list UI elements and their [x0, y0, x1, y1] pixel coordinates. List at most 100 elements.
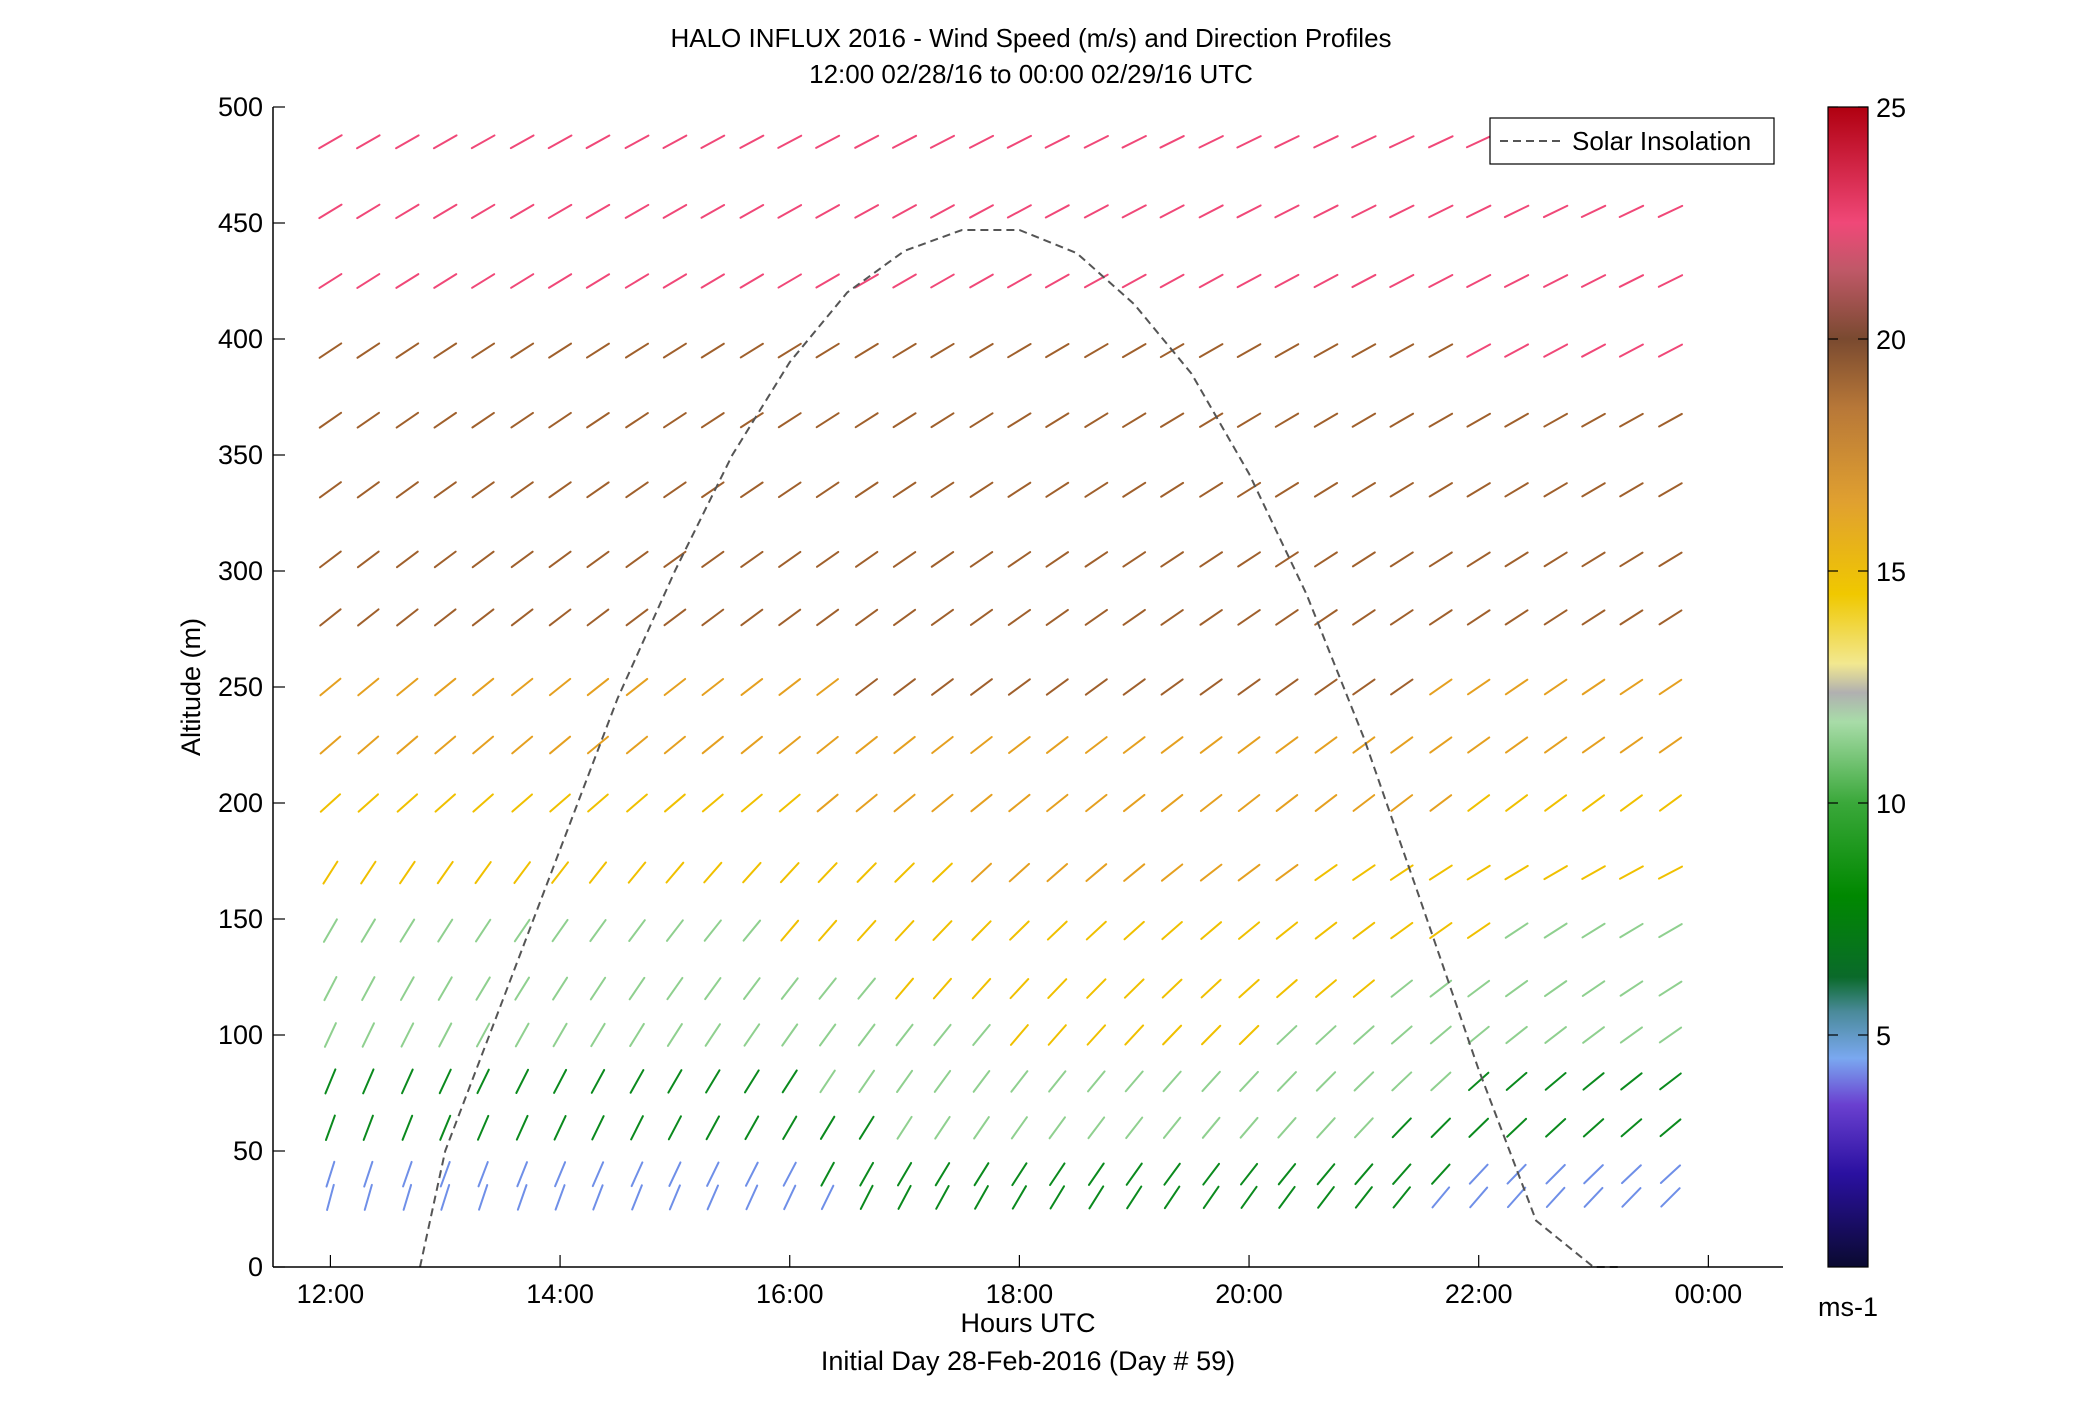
wind-vector: [395, 411, 420, 429]
wind-vector: [1352, 736, 1376, 754]
wind-vector: [1278, 1185, 1296, 1209]
wind-vector: [1352, 979, 1375, 998]
wind-vector: [1618, 865, 1644, 880]
wind-vector: [1620, 1072, 1643, 1091]
wind-vector: [548, 481, 572, 499]
wind-vector: [1276, 1025, 1298, 1045]
wind-vector: [1583, 1186, 1604, 1208]
wind-vector: [700, 342, 725, 359]
wind-vector: [471, 608, 495, 627]
y-tick-label: 400: [218, 324, 263, 354]
wind-vector: [892, 551, 917, 568]
wind-vector: [363, 1183, 373, 1211]
wind-vector: [664, 793, 686, 813]
wind-vector: [1619, 482, 1644, 498]
wind-vector: [552, 976, 569, 1001]
wind-vector: [740, 608, 764, 627]
wind-vector: [1315, 979, 1337, 998]
wind-vector: [1237, 609, 1261, 626]
wind-vector: [1123, 920, 1145, 941]
wind-vector: [969, 273, 994, 289]
wind-vector: [739, 204, 765, 219]
wind-vector: [1274, 204, 1300, 219]
wind-vector: [1618, 204, 1645, 218]
wind-vector: [590, 1068, 606, 1094]
wind-vector: [437, 918, 454, 943]
wind-vector: [969, 204, 994, 219]
wind-vector: [1429, 678, 1453, 696]
x-tick-label: 12:00: [297, 1279, 365, 1309]
wind-vector: [1466, 864, 1491, 881]
wind-vector: [1313, 343, 1339, 358]
wind-vector: [440, 1184, 451, 1211]
wind-vector: [1429, 1025, 1452, 1045]
wind-vector: [1582, 1118, 1605, 1138]
wind-vector: [932, 920, 953, 941]
wind-vector: [778, 550, 802, 568]
wind-vector: [1086, 978, 1107, 999]
wind-vector: [1467, 794, 1491, 812]
wind-vector: [1465, 135, 1492, 149]
wind-vector: [1391, 1117, 1412, 1139]
wind-vector: [1198, 135, 1224, 149]
y-tick-label: 50: [233, 1136, 263, 1166]
wind-vector: [1275, 794, 1299, 812]
wind-vector: [1313, 135, 1339, 149]
wind-vector: [585, 273, 611, 289]
wind-vector: [356, 342, 381, 359]
wind-vector: [782, 1161, 797, 1187]
wind-vector: [547, 273, 573, 289]
wind-vector: [930, 342, 955, 359]
wind-vector: [1389, 273, 1415, 289]
wind-vector: [548, 550, 572, 569]
wind-vector: [1390, 921, 1414, 940]
wind-vector: [665, 861, 685, 884]
wind-vector: [1658, 794, 1682, 812]
wind-vector: [586, 735, 609, 755]
wind-vector: [1006, 134, 1032, 149]
wind-vector: [1199, 609, 1223, 626]
wind-vector: [1276, 979, 1298, 999]
wind-vector: [1199, 736, 1223, 754]
wind-vector: [1085, 863, 1108, 883]
wind-vector: [319, 677, 342, 697]
wind-vector: [1048, 1116, 1066, 1140]
wind-vector: [816, 678, 839, 696]
wind-vector: [552, 1022, 568, 1048]
wind-vector: [1658, 412, 1683, 428]
wind-vector: [1505, 979, 1529, 998]
wind-vector: [1237, 551, 1261, 568]
wind-vector: [1159, 135, 1185, 149]
wind-vector: [859, 1184, 874, 1210]
wind-vector: [1045, 481, 1070, 498]
wind-vector: [1657, 343, 1683, 358]
wind-vector: [892, 134, 918, 149]
wind-vector: [1315, 1025, 1337, 1045]
wind-vector: [1392, 1163, 1412, 1185]
wind-vector: [1466, 609, 1491, 626]
wind-vector: [1353, 1117, 1374, 1139]
solar-insolation-curve: [419, 229, 1623, 1268]
wind-vector: [1201, 1024, 1222, 1046]
wind-vector: [701, 793, 724, 813]
y-tick-label: 150: [218, 904, 263, 934]
wind-vector: [362, 1068, 375, 1095]
wind-vector: [973, 1116, 990, 1140]
wind-vector: [586, 550, 610, 569]
wind-vector: [1504, 343, 1530, 358]
wind-vector: [1504, 922, 1529, 939]
wind-vector: [1084, 481, 1109, 498]
wind-vector: [700, 273, 725, 289]
wind-vector: [1121, 343, 1147, 359]
wind-vector: [587, 793, 609, 813]
wind-vector: [1314, 609, 1338, 626]
wind-vector: [438, 1068, 452, 1095]
wind-vector: [433, 203, 458, 220]
wind-vector: [324, 1114, 336, 1142]
x-tick-label: 18:00: [986, 1279, 1054, 1309]
wind-vector: [510, 273, 535, 289]
wind-vector: [1163, 1162, 1181, 1186]
wind-vector: [631, 1184, 643, 1211]
wind-vector: [509, 203, 535, 219]
